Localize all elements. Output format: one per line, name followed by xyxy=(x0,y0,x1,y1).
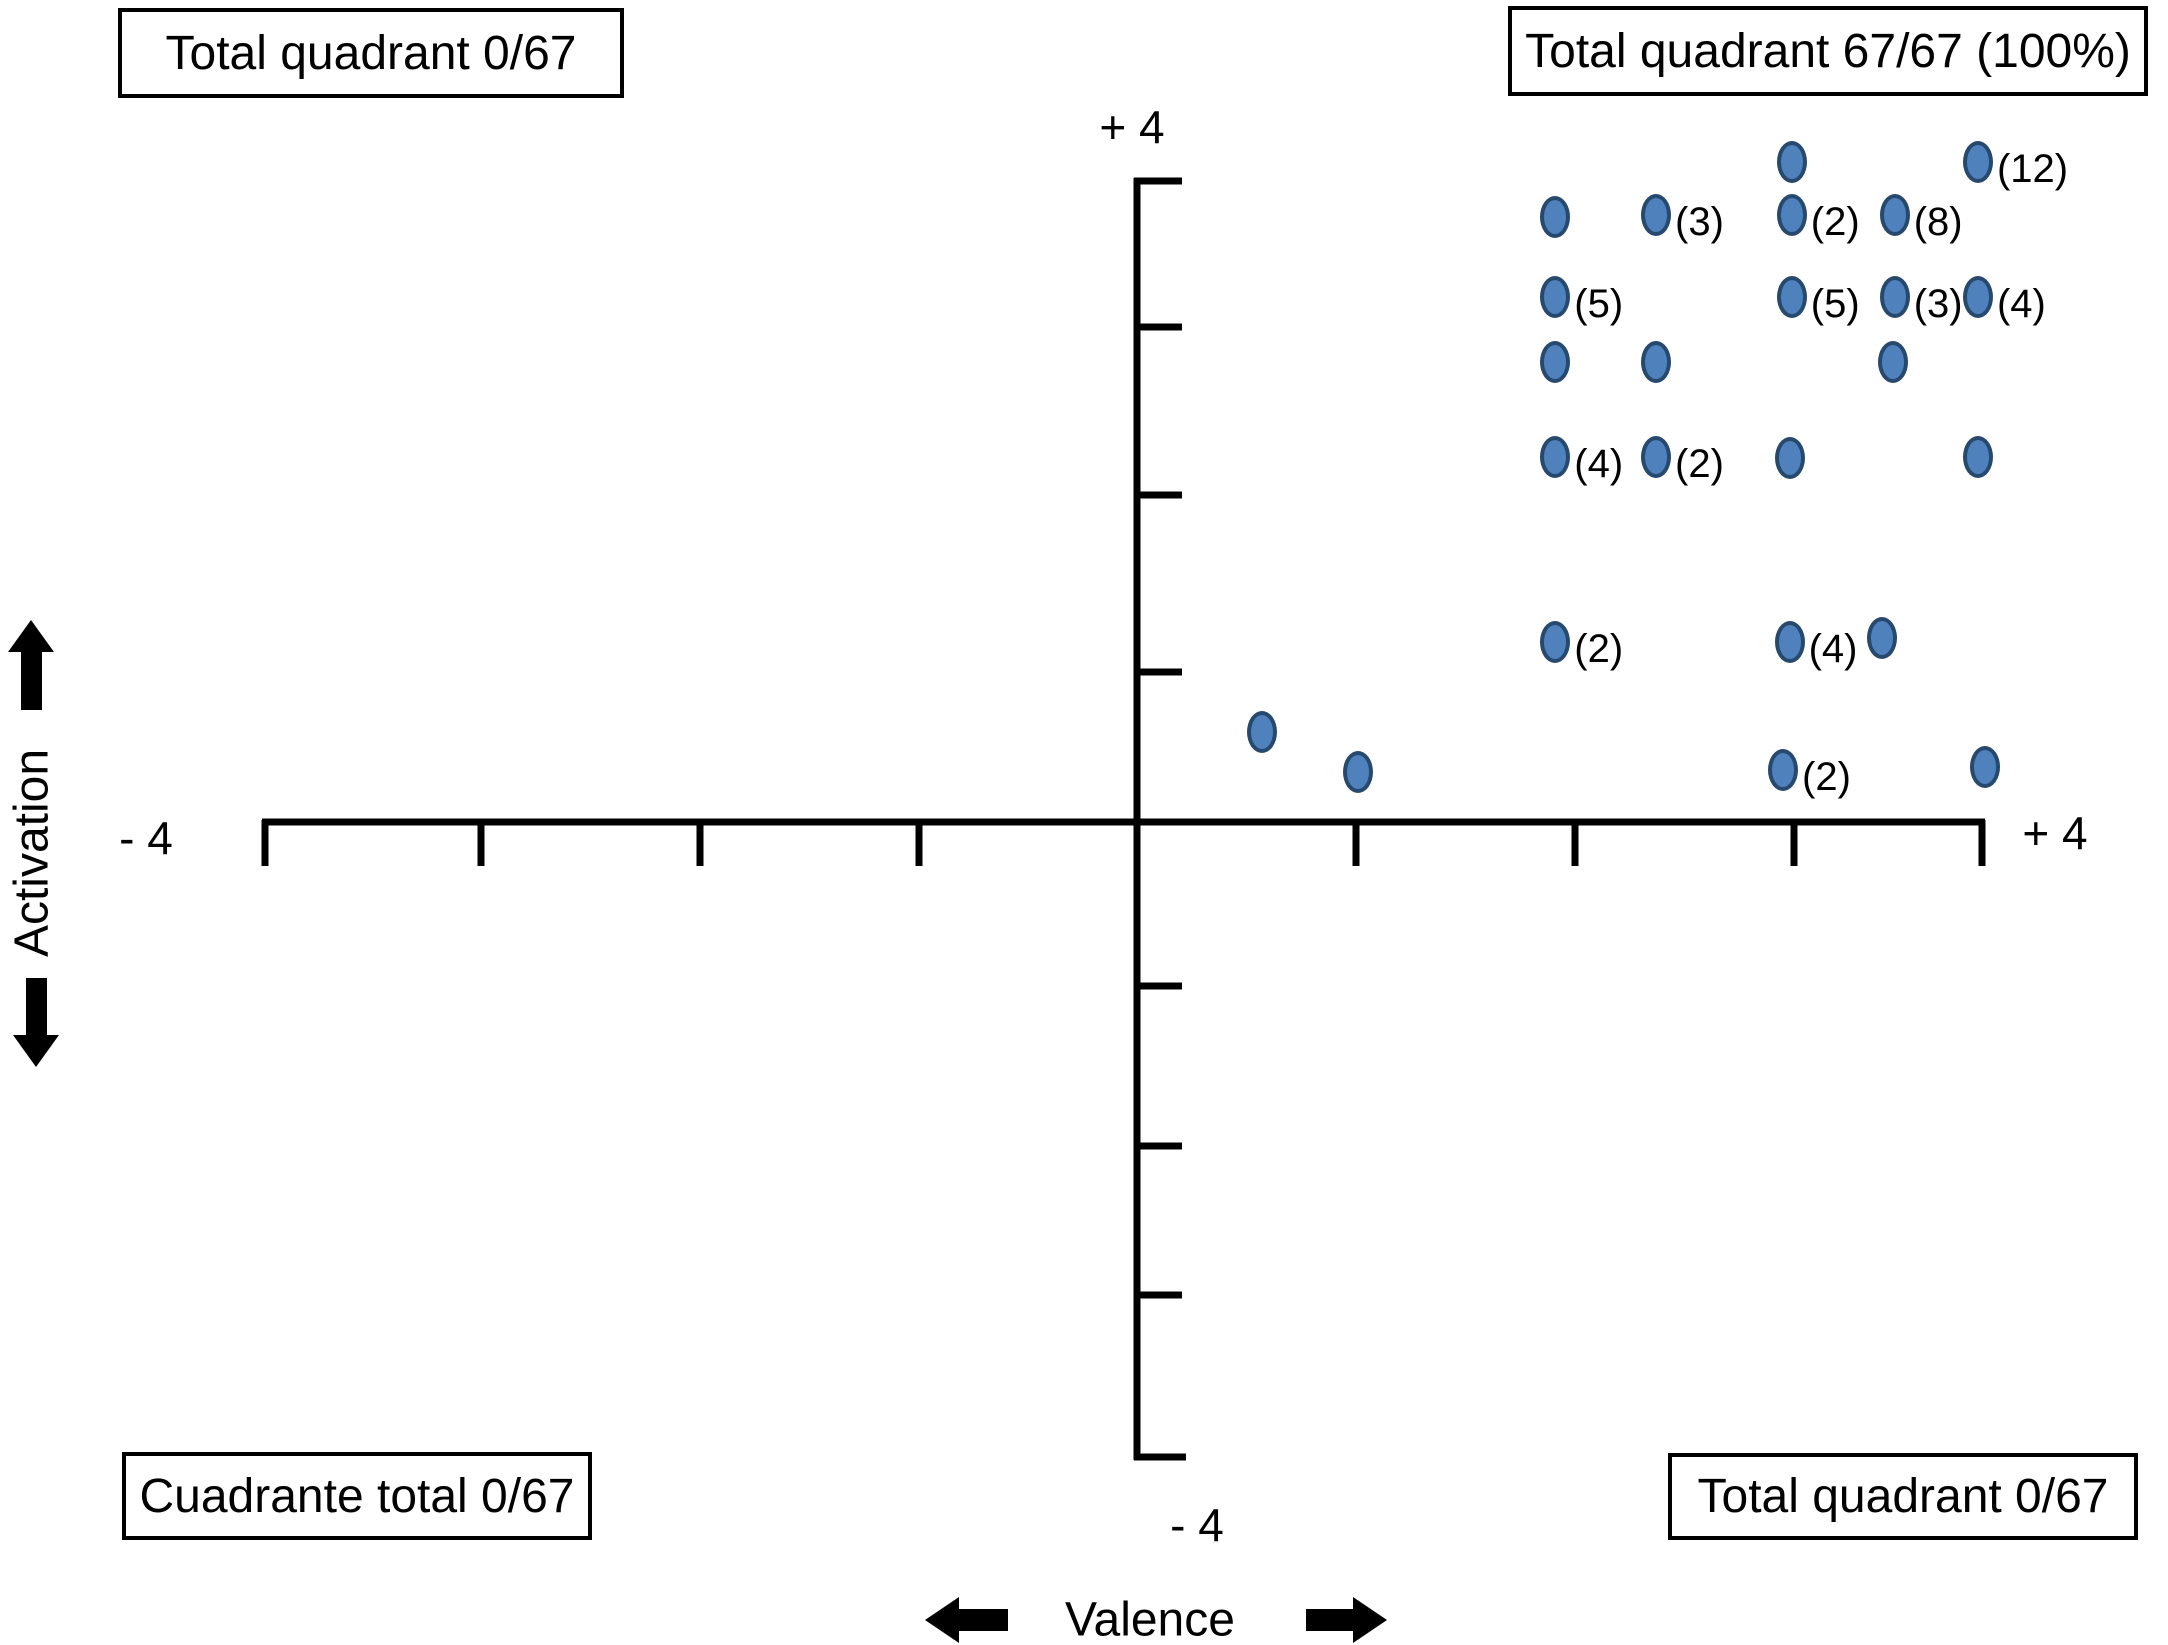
data-point-count-label: (3) xyxy=(1675,200,1724,245)
data-point xyxy=(1774,620,1805,663)
data-point xyxy=(1246,710,1277,753)
data-point-count-label: (4) xyxy=(1808,626,1858,671)
data-point-count-label: (5) xyxy=(1810,282,1860,327)
data-point-count-label: (2) xyxy=(1574,626,1624,671)
data-point xyxy=(1879,194,1910,237)
data-point xyxy=(1343,751,1374,794)
data-point xyxy=(1641,194,1672,237)
quadrant-total-box-bottom-right: Total quadrant 0/67 xyxy=(1668,1453,2138,1540)
x-axis-max-label: + 4 xyxy=(2022,807,2088,859)
data-point-count-label: (2) xyxy=(1810,200,1860,245)
data-point-count-label: (4) xyxy=(1574,441,1624,486)
data-point-count-label: (5) xyxy=(1574,282,1624,327)
data-point xyxy=(1877,340,1908,383)
quadrant-total-box-bottom-left: Cuadrante total 0/67 xyxy=(122,1452,592,1540)
data-point xyxy=(1641,340,1672,383)
data-point-count-label: (3) xyxy=(1913,282,1963,327)
x-axis-title: Valence xyxy=(1065,1593,1235,1645)
data-point xyxy=(1962,140,1993,183)
data-point xyxy=(1540,620,1571,663)
data-point xyxy=(1540,276,1571,319)
data-point-count-label: (4) xyxy=(1996,282,2046,327)
data-point xyxy=(1866,617,1897,660)
quadrant-total-box-top-right: Total quadrant 67/67 (100%) xyxy=(1508,6,2148,96)
data-point-count-label: (2) xyxy=(1802,755,1851,800)
data-point-count-label: (12) xyxy=(1996,146,2069,191)
left-arrow-icon xyxy=(925,1597,1008,1643)
data-point xyxy=(1879,276,1910,319)
data-point-count-label: (2) xyxy=(1675,441,1724,486)
quadrant-total-box-top-left: Total quadrant 0/67 xyxy=(118,8,624,98)
data-point xyxy=(1962,276,1993,319)
data-point xyxy=(1768,749,1799,792)
data-point-count-label: (8) xyxy=(1913,200,1963,245)
y-axis-title: Activation xyxy=(5,748,59,958)
up-arrow-icon xyxy=(8,620,54,710)
data-point xyxy=(1540,435,1571,478)
y-axis-max-label: + 4 xyxy=(1099,101,1165,153)
data-point xyxy=(1776,276,1807,319)
data-point xyxy=(1776,194,1807,237)
right-arrow-icon xyxy=(1306,1597,1387,1643)
data-point xyxy=(1776,140,1807,183)
x-axis-min-label: - 4 xyxy=(119,812,173,864)
data-point xyxy=(1540,195,1571,238)
y-axis-min-label: - 4 xyxy=(1170,1499,1224,1551)
data-point xyxy=(1641,435,1672,478)
data-point xyxy=(1969,746,2000,789)
data-point xyxy=(1962,435,1993,478)
data-point xyxy=(1774,437,1805,480)
data-point xyxy=(1540,340,1571,383)
down-arrow-icon xyxy=(13,978,59,1067)
